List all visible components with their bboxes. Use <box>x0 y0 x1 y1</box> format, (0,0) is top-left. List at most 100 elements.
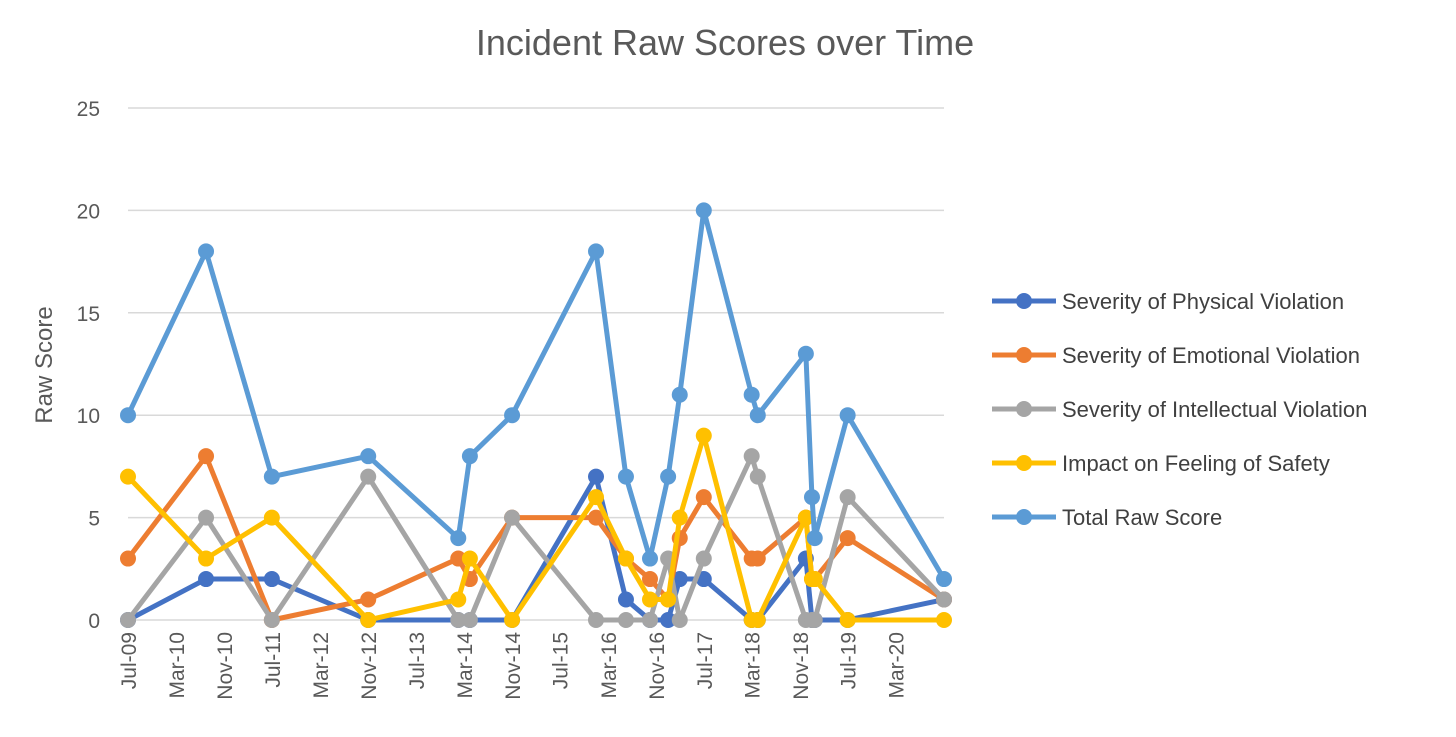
legend-item: Total Raw Score <box>992 505 1222 530</box>
data-point <box>263 468 280 485</box>
data-point <box>263 509 280 526</box>
x-tick-label: Nov-18 <box>790 632 813 700</box>
data-point <box>743 386 760 403</box>
data-point <box>120 550 136 567</box>
data-point <box>839 407 856 424</box>
data-point <box>617 550 634 567</box>
data-point <box>617 468 634 485</box>
legend-swatch-marker <box>1016 293 1032 309</box>
data-point <box>588 468 605 485</box>
legend-item: Impact on Feeling of Safety <box>992 451 1330 476</box>
data-point <box>198 509 215 526</box>
data-point <box>198 448 215 465</box>
data-point <box>839 489 856 506</box>
y-tick-label: 25 <box>77 98 100 121</box>
data-point <box>641 550 658 567</box>
data-point <box>360 448 377 465</box>
y-axis-title: Raw Score <box>31 306 58 423</box>
x-tick-label: Mar-16 <box>598 632 621 699</box>
y-axis-ticks: 0 5 10 15 20 25 <box>77 98 100 633</box>
data-point <box>120 407 136 424</box>
x-tick-label: Nov-10 <box>214 632 237 700</box>
data-point <box>660 468 677 485</box>
y-tick-label: 15 <box>77 303 100 326</box>
data-point <box>360 468 377 485</box>
data-point <box>839 612 856 628</box>
series-impact-on-feeling-of-safety <box>120 427 952 628</box>
chart-title: Incident Raw Scores over Time <box>476 22 974 63</box>
x-tick-label: Jul-15 <box>550 632 573 689</box>
legend-item: Severity of Intellectual Violation <box>992 397 1367 422</box>
x-tick-label: Jul-17 <box>694 632 717 689</box>
data-point <box>695 550 712 567</box>
data-point <box>936 612 952 628</box>
x-tick-label: Jul-13 <box>406 632 429 689</box>
legend-label: Severity of Emotional Violation <box>1062 343 1360 368</box>
data-point <box>263 571 280 588</box>
data-point <box>360 612 377 628</box>
series-severity-of-emotional-violation <box>120 448 952 628</box>
data-point <box>749 550 766 567</box>
x-tick-label: Mar-18 <box>742 632 765 699</box>
series-line <box>126 474 945 623</box>
data-point <box>588 243 605 260</box>
data-point <box>263 612 280 628</box>
data-point <box>450 612 467 628</box>
data-point <box>198 571 215 588</box>
legend-swatch-marker <box>1016 347 1032 363</box>
x-tick-label: Mar-20 <box>886 632 909 699</box>
data-point <box>120 468 136 485</box>
y-tick-label: 5 <box>88 508 100 531</box>
legend-label: Severity of Physical Violation <box>1062 289 1344 314</box>
data-point <box>461 612 478 628</box>
data-point <box>588 509 605 526</box>
data-point <box>749 612 766 628</box>
data-point <box>450 591 467 608</box>
data-point <box>504 509 521 526</box>
legend-swatch-marker <box>1016 401 1032 417</box>
data-point <box>936 591 952 608</box>
x-tick-label: Jul-19 <box>838 632 861 689</box>
legend: Severity of Physical Violation Severity o… <box>992 289 1367 530</box>
data-point <box>198 243 215 260</box>
data-point <box>743 448 760 465</box>
data-point <box>695 427 712 444</box>
data-point <box>806 530 823 547</box>
data-point <box>588 612 605 628</box>
series-line <box>125 207 947 581</box>
data-point <box>671 509 688 526</box>
legend-label: Severity of Intellectual Violation <box>1062 397 1367 422</box>
data-point <box>588 489 605 506</box>
legend-label: Total Raw Score <box>1062 505 1222 530</box>
x-tick-label: Mar-12 <box>310 632 333 699</box>
legend-item: Severity of Physical Violation <box>992 289 1344 314</box>
data-point <box>504 612 521 628</box>
data-point <box>360 591 377 608</box>
data-point <box>797 345 814 362</box>
x-tick-label: Jul-09 <box>118 632 141 689</box>
y-tick-label: 0 <box>88 610 100 633</box>
data-point <box>617 612 634 628</box>
x-tick-label: Nov-14 <box>502 632 525 700</box>
data-point <box>839 530 856 547</box>
series-severity-of-intellectual-violation <box>120 448 952 628</box>
data-point <box>198 550 215 567</box>
y-tick-label: 10 <box>77 405 100 428</box>
x-tick-label: Jul-11 <box>262 632 285 688</box>
data-point <box>641 591 658 608</box>
data-point <box>749 407 766 424</box>
data-point <box>803 489 820 506</box>
x-tick-label: Mar-10 <box>166 632 189 699</box>
legend-swatch-marker <box>1016 455 1032 471</box>
x-tick-label: Nov-12 <box>358 632 381 700</box>
data-point <box>749 468 766 485</box>
data-point <box>641 612 658 628</box>
x-tick-label: Nov-16 <box>646 632 669 700</box>
legend-swatch-marker <box>1016 509 1032 525</box>
series-line <box>126 433 944 623</box>
data-point <box>806 612 823 628</box>
legend-label: Impact on Feeling of Safety <box>1062 451 1330 476</box>
data-point <box>450 550 467 567</box>
data-point <box>936 571 952 588</box>
